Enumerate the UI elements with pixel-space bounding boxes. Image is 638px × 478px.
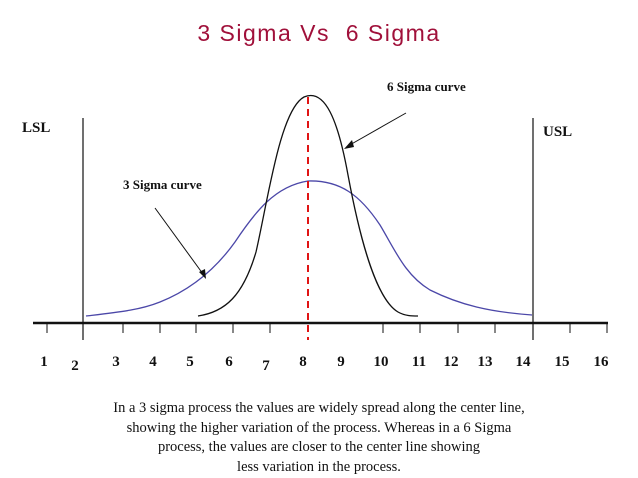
tick-label: 13 — [477, 354, 493, 370]
tick-label: 10 — [373, 354, 389, 370]
usl-label: USL — [543, 124, 573, 140]
six-sigma-curve-label: 6 Sigma curve — [387, 79, 466, 94]
three-sigma-arrow — [154, 207, 206, 279]
three-sigma-curve — [85, 180, 533, 317]
caption-line: showing the higher variation of the proc… — [126, 419, 512, 436]
tick-label: 15 — [554, 354, 570, 370]
tick-label: 16 — [593, 354, 609, 370]
tick-label: 11 — [411, 354, 427, 370]
page-title: 3 Sigma Vs 6 Sigma — [197, 20, 441, 46]
axis-tick-marks — [46, 323, 608, 333]
three-sigma-curve-label: 3 Sigma curve — [123, 177, 202, 192]
tick-label: 7 — [262, 358, 270, 374]
tick-label: 4 — [149, 354, 157, 370]
tick-label: 14 — [515, 354, 531, 370]
tick-label: 9 — [337, 354, 345, 370]
tick-label: 1 — [40, 354, 48, 370]
tick-label: 5 — [186, 354, 194, 370]
tick-label: 8 — [299, 354, 307, 370]
caption: In a 3 sigma process the values are wide… — [80, 399, 558, 477]
caption-line: process, the values are closer to the ce… — [157, 439, 481, 455]
tick-label: 2 — [71, 358, 79, 374]
six-sigma-curve — [197, 94, 419, 317]
caption-line: In a 3 sigma process the values are wide… — [113, 400, 525, 416]
tick-label: 6 — [225, 354, 233, 370]
tick-label: 12 — [443, 354, 459, 370]
six-sigma-arrow — [344, 112, 407, 149]
caption-line: less variation in the process. — [237, 458, 401, 475]
lsl-label: LSL — [22, 120, 51, 136]
tick-label: 3 — [112, 354, 120, 370]
